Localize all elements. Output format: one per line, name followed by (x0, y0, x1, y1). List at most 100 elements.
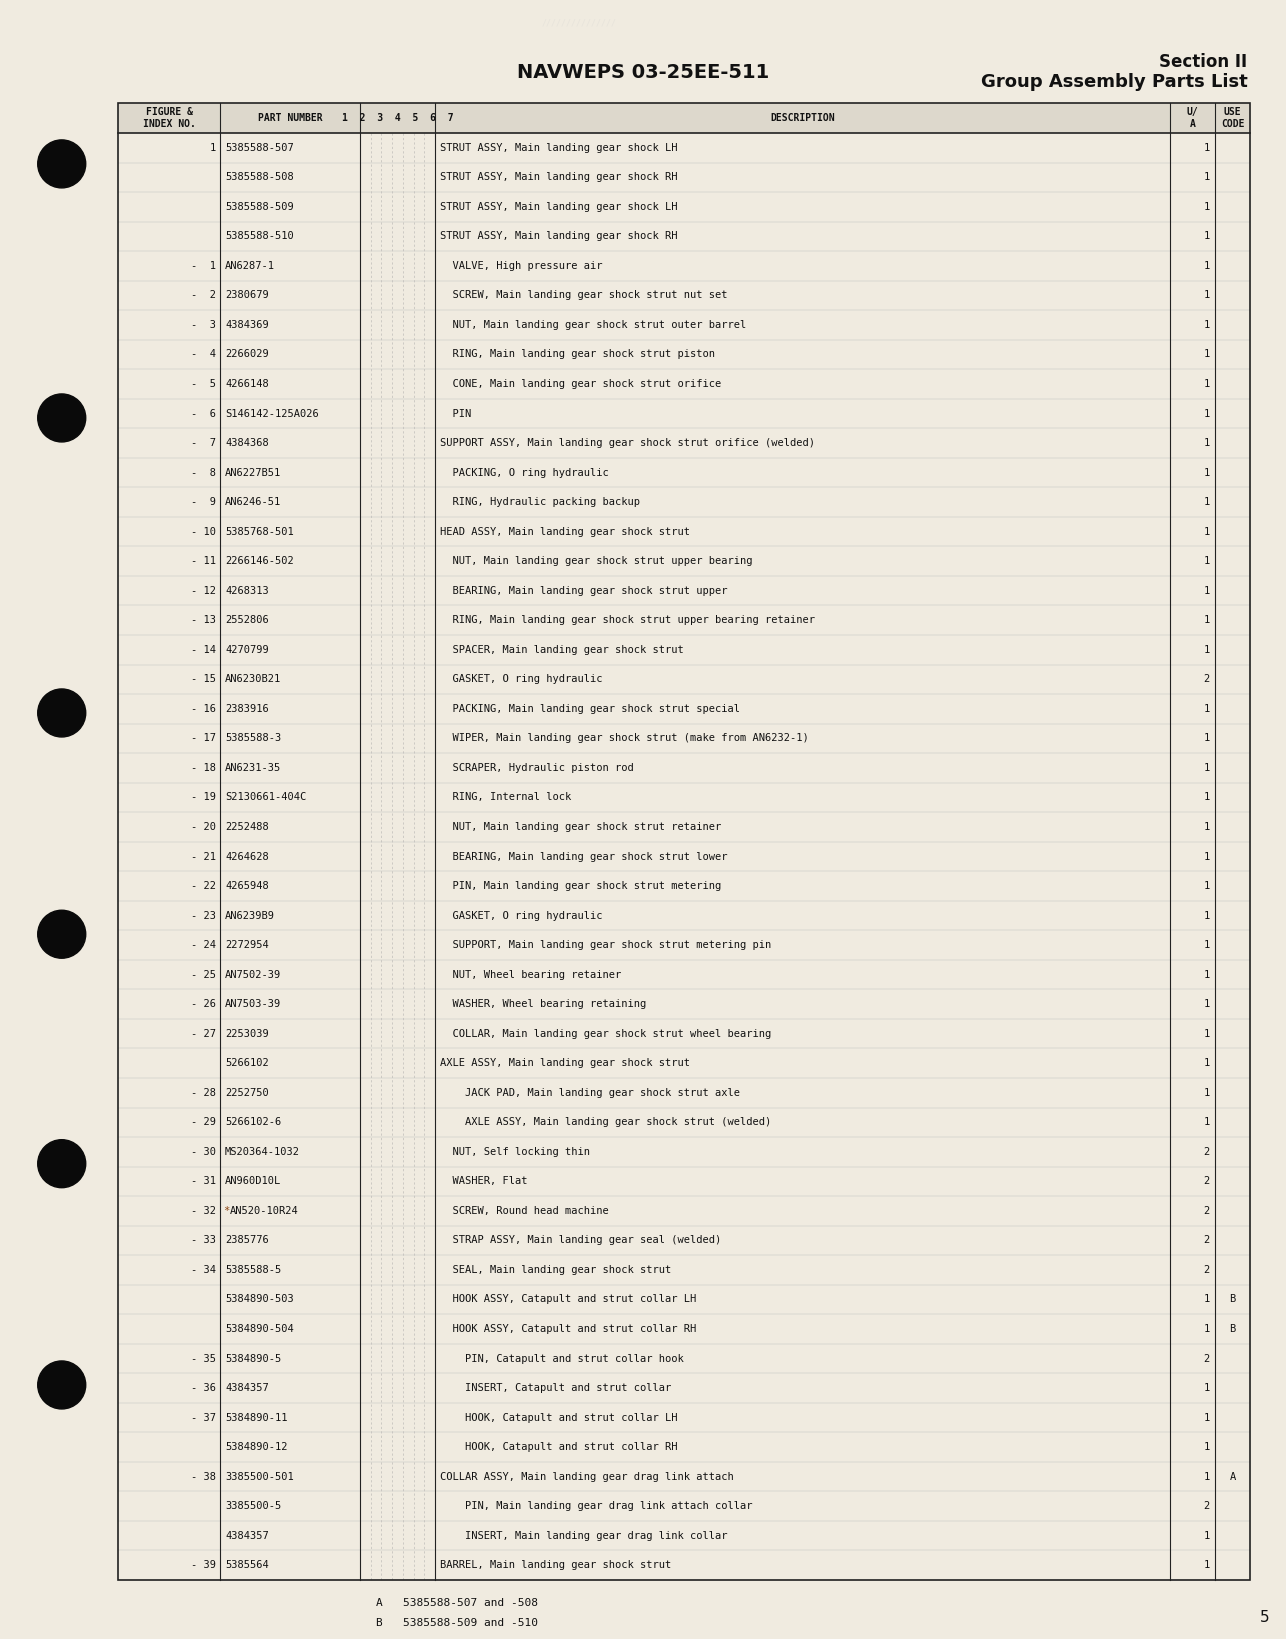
Text: AN6227B51: AN6227B51 (225, 467, 282, 477)
Text: U/
A: U/ A (1187, 107, 1199, 129)
Text: 2252750: 2252750 (225, 1088, 269, 1098)
Text: 1: 1 (1204, 290, 1210, 300)
Text: HOOK ASSY, Catapult and strut collar RH: HOOK ASSY, Catapult and strut collar RH (440, 1324, 696, 1334)
Text: 2: 2 (1204, 1354, 1210, 1364)
Text: PIN, Main landing gear drag link attach collar: PIN, Main landing gear drag link attach … (440, 1501, 752, 1511)
Text: 1: 1 (1204, 1029, 1210, 1039)
Text: SEAL, Main landing gear shock strut: SEAL, Main landing gear shock strut (440, 1265, 671, 1275)
Text: 1: 1 (1204, 823, 1210, 833)
Text: - 11: - 11 (192, 556, 216, 565)
Text: - 28: - 28 (192, 1088, 216, 1098)
Text: FIGURE &
INDEX NO.: FIGURE & INDEX NO. (143, 107, 195, 129)
Text: A: A (1229, 1472, 1236, 1482)
Circle shape (37, 910, 86, 959)
Text: 1: 1 (1204, 1000, 1210, 1010)
Text: 3385500-5: 3385500-5 (225, 1501, 282, 1511)
Text: - 23: - 23 (192, 911, 216, 921)
Text: 4384357: 4384357 (225, 1383, 269, 1393)
Text: - 37: - 37 (192, 1413, 216, 1423)
Text: PIN: PIN (440, 408, 471, 418)
Text: 1: 1 (1204, 585, 1210, 595)
Text: 4266148: 4266148 (225, 379, 269, 388)
Text: GASKET, O ring hydraulic: GASKET, O ring hydraulic (440, 674, 603, 685)
Text: 1: 1 (1204, 733, 1210, 744)
Text: 2: 2 (1204, 1501, 1210, 1511)
Text: AN960D10L: AN960D10L (225, 1177, 282, 1187)
Text: HOOK, Catapult and strut collar LH: HOOK, Catapult and strut collar LH (440, 1413, 678, 1423)
Text: *: * (222, 1206, 229, 1216)
Text: - 13: - 13 (192, 615, 216, 624)
Text: - 32: - 32 (192, 1206, 216, 1216)
Text: 5266102: 5266102 (225, 1059, 269, 1069)
Text: 5385588-507: 5385588-507 (225, 143, 293, 152)
Text: - 20: - 20 (192, 823, 216, 833)
Text: PART NUMBER: PART NUMBER (257, 113, 323, 123)
Text: AN6230B21: AN6230B21 (225, 674, 282, 685)
Text: 2266029: 2266029 (225, 349, 269, 359)
Text: RING, Main landing gear shock strut upper bearing retainer: RING, Main landing gear shock strut uppe… (440, 615, 815, 624)
Text: -  7: - 7 (192, 438, 216, 447)
Text: AN6231-35: AN6231-35 (225, 762, 282, 774)
Text: 2: 2 (1204, 1206, 1210, 1216)
Text: NUT, Wheel bearing retainer: NUT, Wheel bearing retainer (440, 970, 621, 980)
Text: SUPPORT, Main landing gear shock strut metering pin: SUPPORT, Main landing gear shock strut m… (440, 941, 772, 951)
Text: 1: 1 (1204, 1413, 1210, 1423)
Text: ///////////////: /////////////// (541, 18, 616, 26)
Text: 1  2  3  4  5  6  7: 1 2 3 4 5 6 7 (342, 113, 453, 123)
Text: 1: 1 (1204, 1383, 1210, 1393)
Text: - 33: - 33 (192, 1236, 216, 1246)
Text: MS20364-1032: MS20364-1032 (225, 1147, 300, 1157)
Text: AN6239B9: AN6239B9 (225, 911, 275, 921)
Text: 4384369: 4384369 (225, 320, 269, 329)
Text: 5385588-510: 5385588-510 (225, 231, 293, 241)
Text: PIN, Catapult and strut collar hook: PIN, Catapult and strut collar hook (440, 1354, 684, 1364)
Text: 1: 1 (210, 143, 216, 152)
Text: 5385768-501: 5385768-501 (225, 526, 293, 536)
Text: 5385588-509: 5385588-509 (225, 202, 293, 211)
Text: -  8: - 8 (192, 467, 216, 477)
Text: - 21: - 21 (192, 852, 216, 862)
Text: WIPER, Main landing gear shock strut (make from AN6232-1): WIPER, Main landing gear shock strut (ma… (440, 733, 809, 744)
Text: 1: 1 (1204, 172, 1210, 182)
Text: -  2: - 2 (192, 290, 216, 300)
Text: 1: 1 (1204, 941, 1210, 951)
Text: - 12: - 12 (192, 585, 216, 595)
Text: AN520-10R24: AN520-10R24 (230, 1206, 298, 1216)
Text: DESCRIPTION: DESCRIPTION (770, 113, 835, 123)
Text: 2383916: 2383916 (225, 703, 269, 715)
Text: AN6287-1: AN6287-1 (225, 261, 275, 270)
Text: INSERT, Main landing gear drag link collar: INSERT, Main landing gear drag link coll… (440, 1531, 728, 1541)
Text: NUT, Main landing gear shock strut retainer: NUT, Main landing gear shock strut retai… (440, 823, 721, 833)
Text: RING, Internal lock: RING, Internal lock (440, 792, 571, 803)
Text: - 29: - 29 (192, 1118, 216, 1128)
Text: 4264628: 4264628 (225, 852, 269, 862)
Text: 1: 1 (1204, 231, 1210, 241)
Text: 2: 2 (1204, 674, 1210, 685)
Text: SCREW, Round head machine: SCREW, Round head machine (440, 1206, 608, 1216)
Text: 5384890-504: 5384890-504 (225, 1324, 293, 1334)
Text: NUT, Self locking thin: NUT, Self locking thin (440, 1147, 590, 1157)
Text: NUT, Main landing gear shock strut upper bearing: NUT, Main landing gear shock strut upper… (440, 556, 752, 565)
Text: NAVWEPS 03-25EE-511: NAVWEPS 03-25EE-511 (517, 62, 769, 82)
Text: GASKET, O ring hydraulic: GASKET, O ring hydraulic (440, 911, 603, 921)
Text: 1: 1 (1204, 882, 1210, 892)
Text: A   5385588-507 and -508: A 5385588-507 and -508 (377, 1598, 539, 1608)
Text: - 35: - 35 (192, 1354, 216, 1364)
Text: RING, Main landing gear shock strut piston: RING, Main landing gear shock strut pist… (440, 349, 715, 359)
Text: 5385588-3: 5385588-3 (225, 733, 282, 744)
Text: 2385776: 2385776 (225, 1236, 269, 1246)
Text: 1: 1 (1204, 261, 1210, 270)
Text: - 31: - 31 (192, 1177, 216, 1187)
Text: 1: 1 (1204, 703, 1210, 715)
Circle shape (37, 139, 86, 188)
Text: 1: 1 (1204, 1442, 1210, 1452)
Text: - 19: - 19 (192, 792, 216, 803)
Text: 1: 1 (1204, 467, 1210, 477)
Text: - 30: - 30 (192, 1147, 216, 1157)
Text: HEAD ASSY, Main landing gear shock strut: HEAD ASSY, Main landing gear shock strut (440, 526, 691, 536)
Text: NUT, Main landing gear shock strut outer barrel: NUT, Main landing gear shock strut outer… (440, 320, 746, 329)
Text: 1: 1 (1204, 852, 1210, 862)
Text: 2252488: 2252488 (225, 823, 269, 833)
Text: 1: 1 (1204, 1118, 1210, 1128)
Text: CONE, Main landing gear shock strut orifice: CONE, Main landing gear shock strut orif… (440, 379, 721, 388)
